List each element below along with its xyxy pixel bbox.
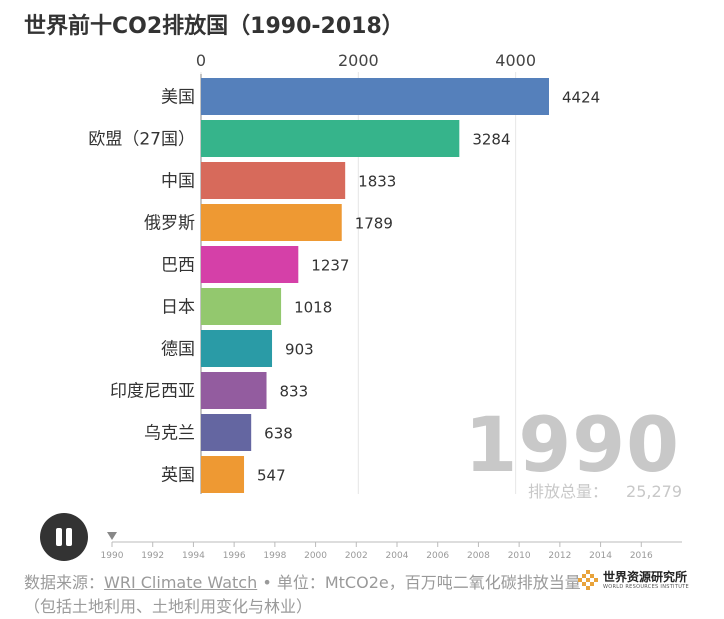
timeline-label: 2016: [630, 551, 653, 561]
wri-logo-icon: [578, 570, 598, 590]
logo-name-cn: 世界资源研究所: [603, 569, 688, 584]
total-value: 25,279: [626, 482, 682, 501]
timeline-label: 1994: [182, 551, 205, 561]
value-label: 547: [257, 467, 286, 485]
bar-6: [201, 330, 273, 367]
bar-9: [201, 456, 245, 493]
timeline-label: 2004: [386, 551, 409, 561]
category-label: 日本: [161, 298, 195, 318]
pause-icon: [56, 528, 62, 546]
bar-7: [201, 372, 267, 409]
category-label: 印度尼西亚: [110, 382, 195, 402]
wri-logo: 世界资源研究所 WORLD RESOURCES INSTITUTE: [577, 569, 689, 591]
x-tick-label: 0: [196, 51, 206, 70]
value-label: 833: [280, 383, 309, 401]
timeline-label: 2008: [467, 551, 490, 561]
value-label: 1833: [358, 173, 396, 191]
timeline-label: 1996: [223, 551, 246, 561]
timeline-handle[interactable]: [107, 532, 117, 540]
footer-separator: •: [257, 573, 277, 592]
value-label: 3284: [472, 131, 510, 149]
timeline-label: 1998: [263, 551, 286, 561]
timeline-label: 2010: [508, 551, 531, 561]
current-year-display: 1990: [464, 400, 680, 489]
source-link[interactable]: WRI Climate Watch: [104, 573, 258, 592]
year-timeline-slider[interactable]: 1990 1992 1994 1996 1998 2000 2002 2004 2006 2008…: [0, 528, 724, 568]
timeline-label: 1990: [101, 551, 124, 561]
bar-3: [201, 204, 342, 241]
category-label: 美国: [161, 88, 195, 108]
value-label: 1018: [294, 299, 332, 317]
bar-2: [201, 162, 346, 199]
timeline-label: 2012: [548, 551, 571, 561]
value-label: 638: [264, 425, 293, 443]
x-tick-label: 4000: [495, 51, 536, 70]
value-label: 1237: [311, 257, 349, 275]
category-label: 巴西: [161, 256, 195, 276]
pause-button[interactable]: [40, 513, 88, 561]
timeline-label: 2000: [304, 551, 327, 561]
logo-name-en: WORLD RESOURCES INSTITUTE: [603, 583, 689, 590]
x-tick-label: 2000: [338, 51, 379, 70]
value-label: 4424: [562, 89, 600, 107]
bar-0: [201, 78, 549, 115]
category-label: 德国: [161, 340, 195, 360]
unit-text: 单位：MtCO2e，百万吨二氧化碳排放当量（包括土地利用、土地利用变化与林业）: [24, 573, 581, 616]
chart-title: 世界前十CO2排放国（1990-2018）: [24, 14, 404, 39]
bar-8: [201, 414, 252, 451]
category-label: 英国: [161, 466, 195, 486]
total-emissions: 排放总量： 25,279: [528, 478, 682, 502]
timeline-label: 2002: [345, 551, 368, 561]
pause-icon-bar: [66, 528, 72, 546]
bar-1: [201, 120, 460, 157]
value-label: 903: [285, 341, 314, 359]
category-label: 欧盟（27国）: [88, 130, 195, 150]
bar-chart: 0 2000 4000 美国 4424 欧盟（27国） 3284 中国 1833 俄罗斯 1789…: [88, 51, 600, 494]
category-label: 中国: [161, 172, 195, 192]
bar-4: [201, 246, 299, 283]
timeline-label: 1992: [141, 551, 164, 561]
category-label: 俄罗斯: [144, 214, 195, 234]
footer-note: 数据来源：WRI Climate Watch • 单位：MtCO2e，百万吨二氧…: [24, 571, 584, 619]
total-label: 排放总量：: [528, 482, 609, 501]
value-label: 1789: [355, 215, 393, 233]
bar-layer: 美国 4424 欧盟（27国） 3284 中国 1833 俄罗斯 1789 巴西 1237 日本 10…: [88, 78, 600, 493]
category-label: 乌克兰: [144, 424, 195, 444]
timeline-label: 2014: [589, 551, 612, 561]
bar-5: [201, 288, 282, 325]
source-prefix: 数据来源：: [24, 573, 105, 592]
timeline-label: 2006: [426, 551, 449, 561]
